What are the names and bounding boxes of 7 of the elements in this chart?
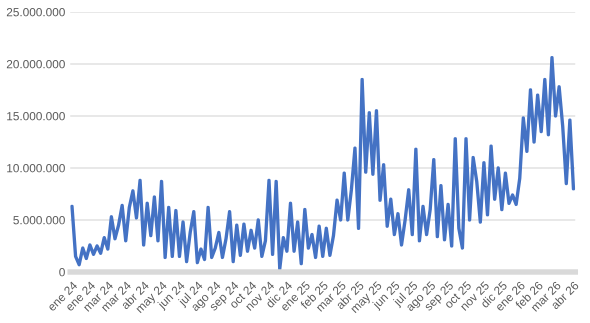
y-tick-label: 5.000.000	[13, 216, 65, 224]
y-tick-label: 20.000.000	[6, 60, 65, 68]
y-tick-label: 0	[59, 268, 65, 276]
y-tick-label: 10.000.000	[7, 164, 65, 172]
y-tick-label: 25.000.000	[6, 8, 65, 16]
y-tick-label: 15.000.000	[7, 112, 65, 120]
line-series	[70, 56, 576, 271]
